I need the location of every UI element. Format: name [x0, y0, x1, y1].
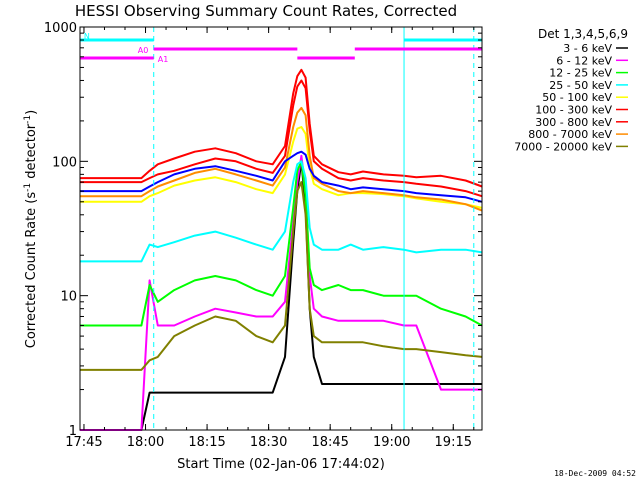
footer-timestamp: 18-Dec-2009 04:52	[554, 469, 636, 478]
series-line-7	[79, 106, 483, 212]
x-tick-label-1: 18:00	[127, 435, 164, 450]
x-tick-label-2: 18:15	[188, 435, 225, 450]
legend-label-0: 3 - 6 keV	[563, 42, 612, 55]
legend-label-2: 12 - 25 keV	[549, 67, 612, 80]
chart-title: HESSI Observing Summary Count Rates, Cor…	[75, 2, 457, 20]
legend-label-8: 7000 - 20000 keV	[514, 140, 612, 153]
series-line-9	[79, 150, 483, 203]
series-line-6	[79, 79, 483, 198]
legend-title: Det 1,3,4,5,6,9	[538, 27, 628, 41]
y-axis-label-end: )	[24, 110, 39, 115]
legend-label-7: 800 - 7000 keV	[528, 128, 612, 141]
series-line-2	[79, 160, 483, 327]
legend-label-6: 300 - 800 keV	[535, 116, 612, 129]
state-label-0: N	[84, 32, 90, 41]
y-tick-label-3: 1000	[44, 21, 77, 36]
legend-label-5: 100 - 300 keV	[535, 104, 612, 117]
y-tick-label-2: 100	[52, 155, 77, 170]
series-line-3	[79, 160, 483, 263]
x-axis-label: Start Time (02-Jan-06 17:44:02)	[177, 457, 385, 472]
state-label-1: A0	[138, 46, 149, 55]
y-tick-label-1: 10	[60, 290, 77, 305]
x-tick-label-5: 19:00	[373, 435, 410, 450]
series-line-5	[79, 68, 483, 188]
y-axis-label-sup1: -1	[23, 183, 33, 192]
x-tick-label-6: 19:15	[435, 435, 472, 450]
state-bars: N A0 A1	[79, 27, 482, 430]
y-axis-label-mid: detector	[24, 123, 39, 183]
y-axis-label-main: Corrected Count Rate (s	[24, 192, 39, 349]
axes	[79, 26, 483, 431]
plot-frame	[79, 26, 483, 431]
y-axis-label-sup2: -1	[23, 115, 33, 124]
y-tick-label-0: 1	[69, 424, 77, 439]
x-tick-label-4: 18:45	[311, 435, 348, 450]
legend-label-3: 25 - 50 keV	[549, 79, 612, 92]
series-line-8	[79, 181, 483, 371]
legend-label-1: 6 - 12 keV	[556, 54, 612, 67]
series-line-1	[79, 154, 482, 431]
legend-label-4: 50 - 100 keV	[542, 91, 612, 104]
series-lines	[79, 68, 483, 431]
state-label-2: A1	[158, 55, 169, 64]
ticks: 17:45 18:00 18:15 18:30 18:45 19:00 19:15 1 10 10…	[44, 21, 482, 450]
x-tick-label-0: 17:45	[65, 435, 102, 450]
x-tick-label-3: 18:30	[250, 435, 287, 450]
y-axis-label: Corrected Count Rate (s-1 detector-1)	[23, 110, 39, 348]
